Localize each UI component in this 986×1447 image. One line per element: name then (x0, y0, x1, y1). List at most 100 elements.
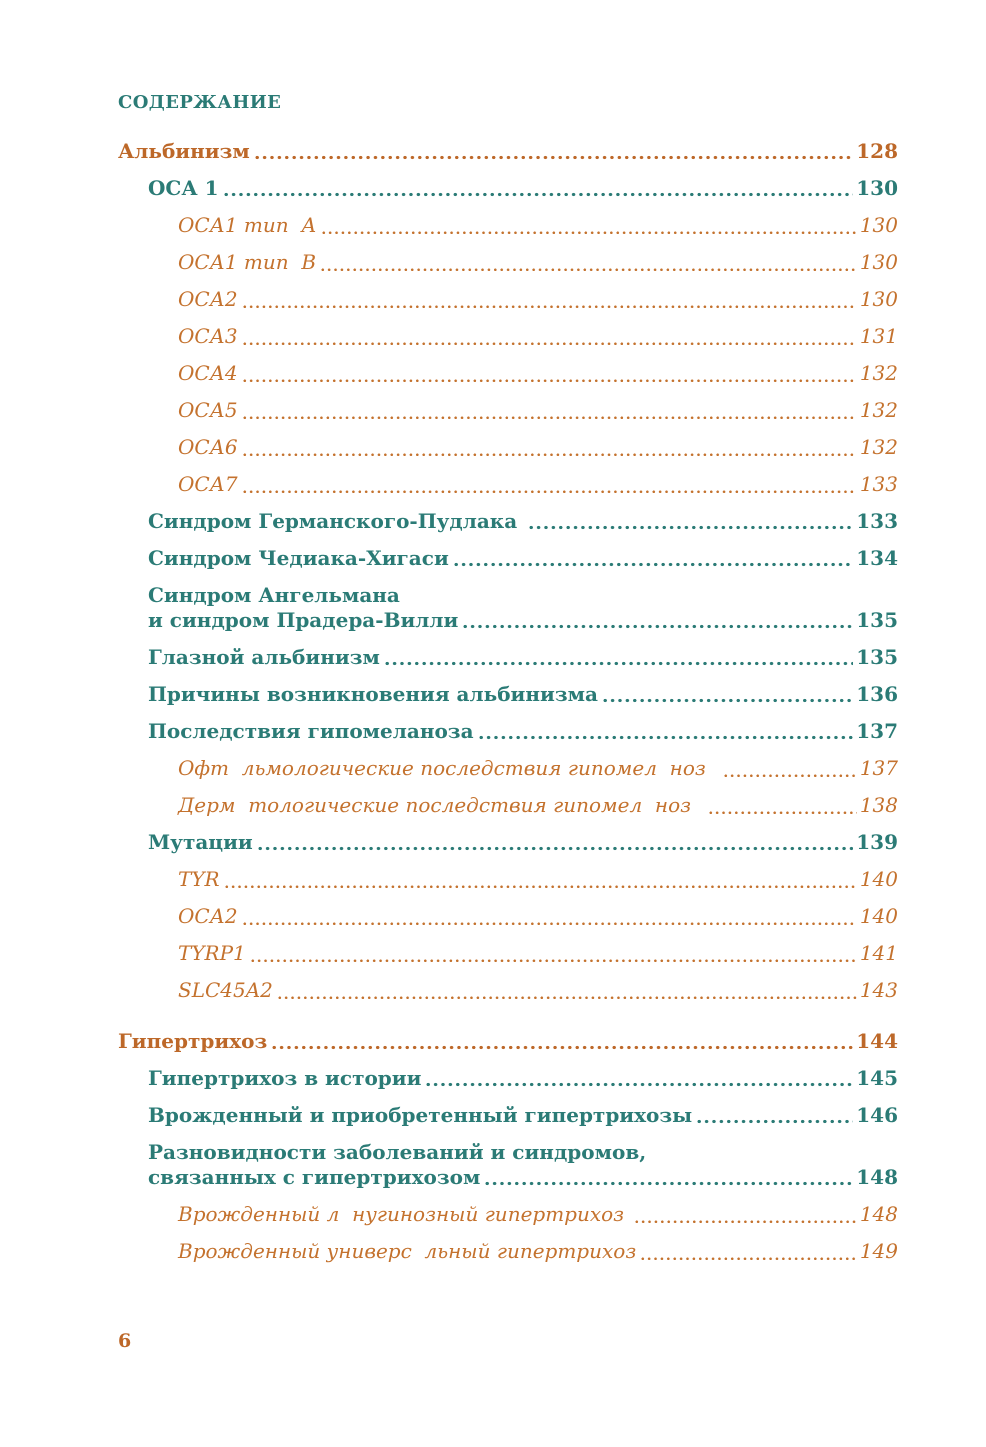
toc-entry-page: 144 (856, 1029, 898, 1053)
toc-entry[interactable]: TYRP1 141 (178, 941, 898, 966)
toc-entry-page: 141 (859, 941, 898, 965)
toc-entry[interactable]: ОСА 1 130 (148, 176, 898, 201)
toc-entry-page: 148 (859, 1202, 898, 1226)
toc-entry-label: ОСА4 (178, 361, 238, 385)
toc-entry-page: 130 (859, 213, 898, 237)
toc-entry-page: 132 (859, 361, 898, 385)
toc-entry-row: TYRP1 141 (178, 941, 898, 966)
toc-entry-row: связанных с гипертрихозом 148 (148, 1165, 898, 1190)
dot-leader (635, 1219, 857, 1224)
dot-leader (242, 341, 857, 346)
toc-entry-row: Врожденный л нугинозный гипертрихоз 148 (178, 1202, 898, 1227)
toc-entry-row: Врожденный универс льный гипертрихоз 149 (178, 1239, 898, 1264)
toc-entry[interactable]: Офт льмологические последствия гипомел н… (178, 756, 898, 781)
toc-entry-row: ОСА2 140 (178, 904, 898, 929)
toc-entry[interactable]: Гипертрихоз 144 (118, 1029, 898, 1054)
dot-leader (641, 1256, 857, 1261)
toc-entry-label: Синдром Чедиака-Хигаси (148, 546, 449, 570)
toc-entry-label: Глазной альбинизм (148, 645, 380, 669)
toc-entry-row: и синдром Прадера-Вилли 135 (148, 608, 898, 633)
toc-entry-row: Синдром Германского-Пудлака 133 (148, 509, 898, 534)
toc-entry[interactable]: Дерм тологические последствия гипомел но… (178, 793, 898, 818)
toc-entry-label: связанных с гипертрихозом (148, 1165, 481, 1189)
toc-entry-row: Офт льмологические последствия гипомел н… (178, 756, 898, 781)
toc-entry[interactable]: ОСА2 130 (178, 287, 898, 312)
toc-entry[interactable]: Причины возникновения альбинизма 136 (148, 682, 898, 707)
dot-leader (257, 846, 854, 851)
dot-leader (242, 378, 857, 383)
toc-entry[interactable]: Глазной альбинизм 135 (148, 645, 898, 670)
dot-leader (242, 415, 857, 420)
dot-leader (384, 661, 854, 666)
toc-entry-page: 140 (859, 904, 898, 928)
toc-entry[interactable]: ОСА1 тип А 130 (178, 213, 898, 238)
dot-leader (529, 525, 854, 530)
toc-entry-label: Врожденный и приобретенный гипертрихозы (148, 1103, 693, 1127)
toc-entry-row: Мутации 139 (148, 830, 898, 855)
toc-entry-page: 145 (856, 1066, 898, 1090)
toc-entry-row: ОСА4 132 (178, 361, 898, 386)
dot-leader (708, 810, 857, 815)
toc-entry-label: Дерм тологические последствия гипомел но… (178, 793, 704, 817)
toc-entry-page: 135 (856, 645, 898, 669)
toc-entry-row: ОСА1 тип А 130 (178, 213, 898, 238)
toc-list: Альбинизм 128 ОСА 1 130 ОСА1 тип А 130 ОСА1 ти… (118, 139, 898, 1264)
toc-entry-row: Причины возникновения альбинизма 136 (148, 682, 898, 707)
toc-entry-row: ОСА5 132 (178, 398, 898, 423)
toc-entry[interactable]: ОСА2 140 (178, 904, 898, 929)
toc-entry[interactable]: ОСА3 131 (178, 324, 898, 349)
dot-leader (242, 452, 857, 457)
toc-entry-label: Мутации (148, 830, 253, 854)
toc-entry-label: ОСА 1 (148, 176, 219, 200)
toc-entry[interactable]: ОСА5 132 (178, 398, 898, 423)
toc-entry-row: ОСА2 130 (178, 287, 898, 312)
toc-entry-label: и синдром Прадера-Вилли (148, 608, 459, 632)
toc-entry[interactable]: Врожденный и приобретенный гипертрихозы 1… (148, 1103, 898, 1128)
toc-entry-page: 132 (859, 398, 898, 422)
dot-leader (463, 624, 854, 629)
toc-entry-row: Последствия гипомеланоза 137 (148, 719, 898, 744)
toc-entry[interactable]: Альбинизм 128 (118, 139, 898, 164)
toc-entry[interactable]: TYR 140 (178, 867, 898, 892)
toc-entry-page: 146 (856, 1103, 898, 1127)
toc-entry-label: ОСА1 тип А (178, 213, 317, 237)
toc-entry-page: 137 (856, 719, 898, 743)
dot-leader (250, 958, 857, 963)
toc-entry-label: Альбинизм (118, 139, 250, 163)
toc-entry-label: ОСА6 (178, 435, 238, 459)
toc-entry-page: 130 (859, 250, 898, 274)
toc-entry[interactable]: ОСА4 132 (178, 361, 898, 386)
toc-entry-page: 130 (856, 176, 898, 200)
dot-leader (478, 735, 854, 740)
toc-entry-line: Синдром Ангельмана (148, 583, 400, 607)
page-content: СОДЕРЖАНИЕ Альбинизм 128 ОСА 1 130 ОСА1 тип … (118, 92, 898, 1264)
toc-entry[interactable]: Синдром Ангельмана и синдром Прадера-Вилл… (148, 583, 898, 633)
dot-leader (426, 1082, 854, 1087)
toc-entry[interactable]: ОСА7 133 (178, 472, 898, 497)
dot-leader (272, 1045, 854, 1050)
toc-entry[interactable]: Врожденный универс льный гипертрихоз 149 (178, 1239, 898, 1264)
toc-entry[interactable]: Гипертрихоз в истории 145 (148, 1066, 898, 1091)
toc-entry[interactable]: Врожденный л нугинозный гипертрихоз 148 (178, 1202, 898, 1227)
toc-entry[interactable]: Синдром Чедиака-Хигаси 134 (148, 546, 898, 571)
toc-entry[interactable]: Последствия гипомеланоза 137 (148, 719, 898, 744)
page-title: СОДЕРЖАНИЕ (118, 92, 282, 113)
toc-entry-label: ОСА5 (178, 398, 238, 422)
toc-entry[interactable]: Разновидности заболеваний и синдромов, св… (148, 1140, 898, 1190)
toc-entry[interactable]: Мутации 139 (148, 830, 898, 855)
toc-entry[interactable]: ОСА1 тип В 130 (178, 250, 898, 275)
toc-entry-row: Глазной альбинизм 135 (148, 645, 898, 670)
toc-entry[interactable]: Синдром Германского-Пудлака 133 (148, 509, 898, 534)
toc-entry-page: 148 (856, 1165, 898, 1189)
toc-entry-row: SLC45A2 143 (178, 978, 898, 1003)
toc-entry-row: ОСА7 133 (178, 472, 898, 497)
toc-entry-row: ОСА 1 130 (148, 176, 898, 201)
toc-entry-row: Врожденный и приобретенный гипертрихозы 1… (148, 1103, 898, 1128)
dot-leader (723, 773, 857, 778)
toc-entry[interactable]: SLC45A2 143 (178, 978, 898, 1003)
toc-entry-label: Врожденный л нугинозный гипертрихоз (178, 1202, 631, 1226)
toc-entry-line: Разновидности заболеваний и синдромов, (148, 1140, 647, 1164)
toc-entry[interactable]: ОСА6 132 (178, 435, 898, 460)
toc-entry-page: 135 (856, 608, 898, 632)
